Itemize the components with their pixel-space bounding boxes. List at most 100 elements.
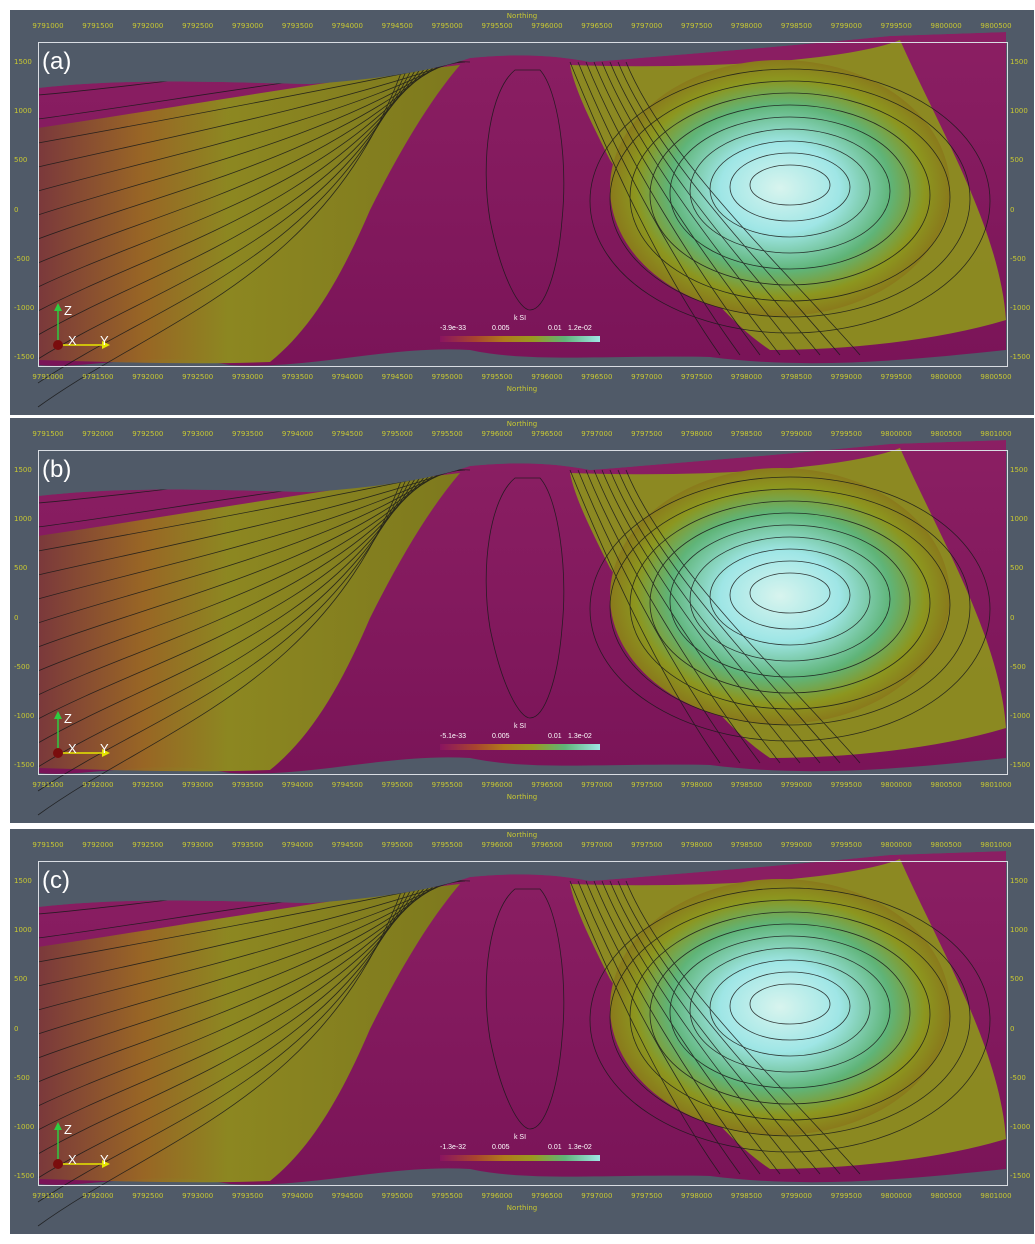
x-tick-label-top: 9799500	[880, 22, 912, 30]
x-tick-label-top: 9795500	[431, 841, 463, 849]
x-tick-label-top: 9796500	[531, 430, 563, 438]
x-tick-label-top: 9800500	[980, 22, 1012, 30]
x-tick-label-bottom: 9799500	[830, 781, 862, 789]
colorbar-label-min: -5.1e-33	[440, 733, 467, 740]
x-tick-label-top: 9800500	[930, 841, 962, 849]
colorbar-label-max: 1.2e-02	[568, 325, 592, 332]
x-tick-label-top: 9791500	[32, 430, 64, 438]
susceptibility-section	[10, 418, 1034, 816]
x-tick-label-bottom: 9800500	[930, 781, 962, 789]
x-tick-label-top: 9798000	[681, 430, 713, 438]
triad-label-y: Y	[100, 741, 109, 756]
z-tick-label-left: 500	[14, 564, 28, 573]
x-tick-label-top: 9800000	[880, 430, 912, 438]
z-tick-label-left: 1000	[14, 107, 32, 116]
z-tick-label-left: 500	[14, 975, 28, 984]
triad-label-x: X	[68, 741, 77, 756]
x-tick-label-bottom: 9791500	[32, 1192, 64, 1200]
z-tick-label-right: 0	[1010, 1024, 1015, 1033]
x-tick-label-bottom: 9798500	[730, 1192, 763, 1200]
x-tick-label-top: 9798500	[730, 841, 763, 849]
x-tick-label-top: 9794500	[331, 430, 363, 438]
x-tick-label-top: 9792500	[132, 430, 164, 438]
x-tick-label-top: 9794000	[281, 430, 314, 438]
triad-arrows	[53, 711, 110, 758]
x-tick-label-top: 9799000	[780, 841, 812, 849]
x-tick-label-top: 9799500	[830, 841, 862, 849]
z-tick-label-left: -1500	[14, 353, 35, 361]
z-tick-label-right: 500	[1010, 975, 1024, 984]
x-tick-label-bottom: 9797000	[631, 373, 663, 381]
x-tick-label-top: 9800000	[930, 22, 962, 30]
x-tick-label-top: 9796500	[581, 22, 613, 30]
z-tick-label-right: -1000	[1010, 711, 1031, 720]
x-tick-label-top: 9801000	[980, 430, 1012, 438]
x-tick-label-bottom: 9792000	[82, 1192, 114, 1200]
z-tick-label-right: 500	[1010, 564, 1024, 573]
x-tick-label-top: 9793000	[182, 430, 214, 438]
x-tick-label-bottom: 9799000	[780, 1192, 812, 1200]
z-tick-label-right: -1000	[1010, 1122, 1031, 1131]
x-tick-label-bottom: 9794000	[281, 781, 314, 789]
colorbar-title: k SI	[513, 1134, 527, 1141]
x-tick-label-bottom: 9798000	[681, 781, 713, 789]
colorbar-legend: k SI -3.9e-33 0.005 0.01 1.2e-02	[440, 315, 600, 347]
x-tick-label-top: 9792500	[132, 841, 164, 849]
colorbar-gradient	[440, 1155, 600, 1161]
section-panel-3: Northing Northing 9791500 9791500 9792000 979…	[10, 829, 1034, 1234]
x-tick-label-bottom: 9799500	[880, 373, 912, 381]
x-tick-label-bottom: 9797500	[631, 781, 663, 789]
x-tick-label-bottom: 9801000	[980, 781, 1012, 789]
x-tick-label-top: 9799500	[830, 430, 862, 438]
z-tick-label-right: -1000	[1010, 303, 1031, 312]
z-tick-label-left: 500	[14, 156, 28, 165]
x-tick-label-bottom: 9799000	[780, 781, 812, 789]
z-tick-label-left: 1000	[14, 926, 32, 935]
panel-letter: (b)	[42, 456, 72, 483]
x-tick-label-top: 9792500	[182, 22, 214, 30]
x-tick-label-top: 9791500	[32, 841, 64, 849]
triad-label-y: Y	[100, 1152, 109, 1167]
x-tick-label-top: 9795000	[431, 22, 463, 30]
x-tick-label-top: 9797500	[631, 841, 663, 849]
x-tick-label-top: 9792000	[82, 430, 114, 438]
colorbar-label-max: 1.3e-02	[568, 1144, 592, 1151]
x-tick-label-bottom: 9792500	[182, 373, 214, 381]
colorbar-title: k SI	[513, 315, 527, 322]
x-tick-label-top: 9799000	[780, 430, 812, 438]
x-tick-label-top: 9795000	[381, 430, 413, 438]
x-tick-label-bottom: 9800000	[880, 781, 912, 789]
colorbar-legend: k SI -5.1e-33 0.005 0.01 1.3e-02	[440, 723, 600, 755]
z-tick-label-left: -1000	[14, 303, 35, 312]
x-tick-label-bottom: 9800500	[980, 373, 1012, 381]
x-tick-label-bottom: 9794000	[331, 373, 363, 381]
z-tick-label-left: -1000	[14, 1122, 35, 1131]
colorbar-label-mid: 0.005	[492, 1144, 510, 1151]
z-tick-label-right: 1000	[1010, 926, 1028, 935]
x-tick-label-top: 9793500	[281, 22, 314, 30]
x-tick-label-top: 9797000	[581, 430, 613, 438]
x-tick-label-bottom: 9796000	[481, 1192, 513, 1200]
x-tick-label-top: 9791000	[32, 22, 64, 30]
x-tick-label-top: 9794000	[281, 841, 314, 849]
z-tick-label-left: -500	[14, 662, 30, 671]
x-tick-label-bottom: 9793000	[231, 373, 264, 381]
axis-title-bottom: Northing	[506, 1204, 538, 1212]
colorbar-label-high: 0.01	[548, 1144, 562, 1151]
colorbar-gradient	[440, 336, 600, 342]
x-tick-label-top: 9793000	[231, 22, 264, 30]
x-tick-label-top: 9792000	[82, 841, 114, 849]
panel-letter: (c)	[42, 867, 70, 894]
x-tick-label-top: 9793500	[231, 430, 264, 438]
x-tick-label-top: 9797000	[631, 22, 663, 30]
x-tick-label-top: 9794000	[331, 22, 363, 30]
x-tick-label-bottom: 9795000	[381, 1192, 413, 1200]
colorbar-label-mid: 0.005	[492, 733, 510, 740]
x-tick-label-bottom: 9798500	[730, 781, 763, 789]
z-tick-label-left: -1500	[14, 1172, 35, 1180]
x-tick-label-top: 9791500	[82, 22, 114, 30]
section-panel-1: Northing Northing 9791000 9791000 9791500 979…	[10, 10, 1034, 415]
x-tick-label-bottom: 9794500	[381, 373, 413, 381]
